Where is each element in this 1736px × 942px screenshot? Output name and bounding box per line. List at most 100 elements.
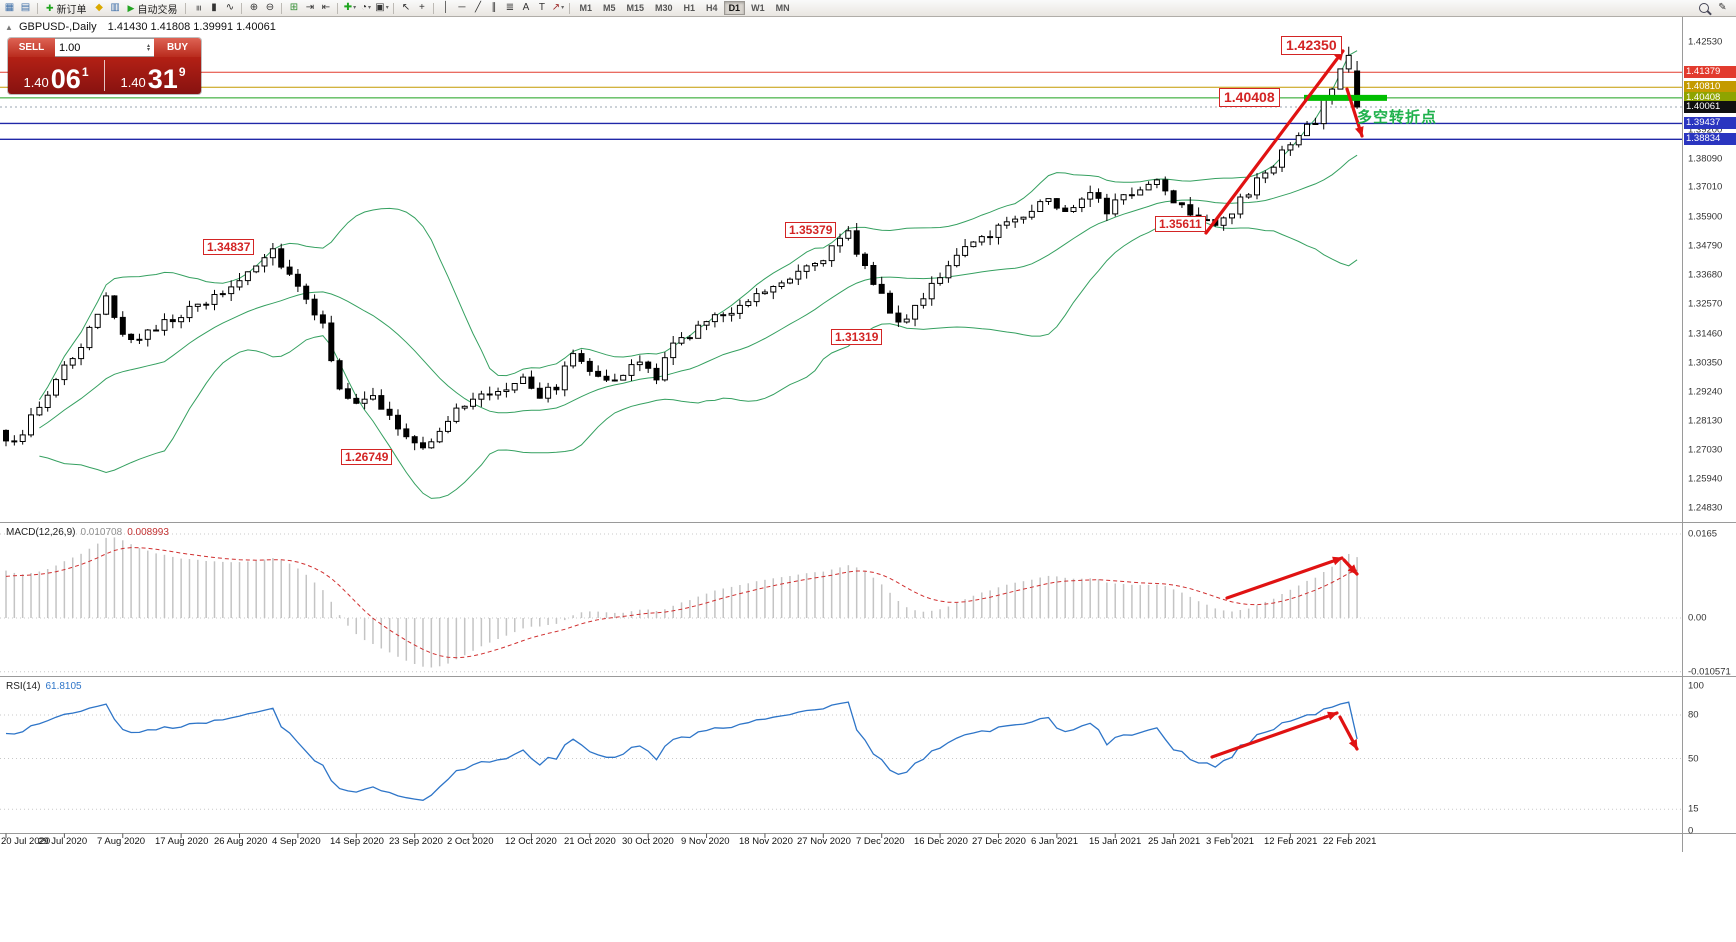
new-order-button-label: 新订单	[56, 4, 87, 16]
candle-body	[636, 361, 643, 366]
sell-button[interactable]: SELL	[8, 38, 55, 57]
candle-body	[403, 428, 410, 438]
arrows-icon[interactable]: ↗ ▾	[551, 2, 565, 13]
price-callout-1.34837[interactable]: 1.34837	[203, 239, 255, 255]
label-icon[interactable]: T	[538, 2, 546, 13]
periods-icon[interactable]: ◔ ▾	[360, 2, 371, 13]
timeframe-m30-button[interactable]: M30	[650, 1, 678, 15]
macd-trend-arrow[interactable]	[1342, 558, 1359, 576]
spin-up-icon[interactable]: ▴	[146, 42, 150, 49]
candle-body	[303, 285, 310, 300]
profiles-icon[interactable]: ▤	[20, 2, 31, 13]
macd-signal-line	[5, 547, 1358, 659]
annotation-note[interactable]: 多空转折点	[1357, 109, 1438, 126]
candle-body	[1028, 210, 1035, 218]
timeframe-m1-button[interactable]: M1	[574, 1, 597, 15]
chart-shift-icon[interactable]: ⇤	[321, 2, 331, 13]
channel-icon[interactable]: ∥	[491, 2, 497, 13]
candle-body	[628, 364, 635, 376]
candle-body	[503, 389, 510, 392]
metaeditor-icon[interactable]: ◆	[95, 2, 103, 13]
candle-body	[945, 265, 952, 279]
candle-body	[578, 353, 585, 362]
candle-body	[11, 440, 18, 443]
bar-chart-icon[interactable]: ≡	[192, 5, 204, 11]
candle-body	[278, 248, 285, 268]
buy-button[interactable]: BUY	[154, 38, 201, 57]
search-icon[interactable]	[1699, 3, 1709, 13]
price-callout-1.40408[interactable]: 1.40408	[1219, 88, 1280, 107]
zoom-in-icon[interactable]: ⊕	[249, 2, 259, 13]
horizontal-line-icon[interactable]: ─	[458, 2, 466, 13]
collapse-triangle-icon[interactable]: ▲	[5, 23, 13, 32]
candle-body	[862, 253, 868, 266]
main-trend-arrow[interactable]	[1204, 49, 1345, 235]
candle-body	[828, 245, 835, 262]
buy-price[interactable]: 1.40 31 9	[120, 64, 186, 94]
chart-ohlc-title: ▲ GBPUSD-,Daily 1.41430 1.41808 1.39991 …	[5, 21, 276, 33]
price-callout-1.42350[interactable]: 1.42350	[1281, 36, 1342, 55]
new-order-button[interactable]: ✚ 新订单	[42, 1, 91, 16]
candle-body	[1254, 177, 1260, 196]
dropdown-arrow-icon: ▾	[385, 5, 389, 11]
price-callout-1.31319[interactable]: 1.31319	[831, 329, 883, 345]
timeframe-m15-button[interactable]: M15	[622, 1, 650, 15]
rsi-trend-arrow[interactable]	[1338, 715, 1359, 751]
line-chart-icon[interactable]: ∿	[225, 2, 235, 13]
autotrading-button[interactable]: ▶ 自动交易	[124, 1, 182, 16]
volume-value[interactable]: 1.00	[59, 41, 81, 54]
candle-body	[1220, 217, 1227, 226]
vertical-line-icon[interactable]: │	[442, 2, 450, 13]
candle-body	[119, 316, 126, 335]
candle-body	[528, 376, 535, 389]
price-divider	[104, 60, 105, 91]
candle-body	[86, 326, 93, 349]
ohlc-values: 1.41430 1.41808 1.39991 1.40061	[107, 21, 276, 33]
macd-trend-arrow[interactable]	[1225, 556, 1344, 600]
trendline-icon[interactable]: ╱	[474, 2, 481, 13]
candle-body	[545, 386, 552, 399]
rsi-line	[5, 701, 1358, 801]
candlestick-chart-icon[interactable]: ▮	[211, 2, 217, 13]
edit-icon[interactable]: ✎	[1718, 2, 1727, 13]
market-watch-icon[interactable]: ▥	[110, 2, 120, 13]
spin-down-icon[interactable]: ▾	[146, 46, 150, 53]
timeframe-w1-button[interactable]: W1	[746, 1, 770, 15]
price-callout-1.35611[interactable]: 1.35611	[1155, 216, 1206, 232]
new-chart-icon[interactable]: ▦	[4, 2, 15, 13]
candle-body	[370, 395, 376, 400]
main-trend-arrow[interactable]	[1345, 87, 1364, 138]
toolbar-separator	[37, 2, 38, 14]
price-callout-1.35379[interactable]: 1.35379	[785, 222, 837, 238]
text-icon[interactable]: A	[522, 2, 530, 13]
price-callout-1.26749[interactable]: 1.26749	[341, 449, 393, 465]
timeframe-h4-button[interactable]: H4	[701, 1, 723, 15]
indicators-icon[interactable]: ✚ ▾	[343, 2, 357, 13]
candle-body	[711, 314, 718, 323]
rsi-trend-arrow[interactable]	[1210, 711, 1339, 759]
volume-input[interactable]: 1.00 ▴ ▾	[55, 38, 154, 57]
candle-body	[620, 374, 627, 381]
volume-spinner[interactable]: ▴ ▾	[146, 42, 150, 53]
timeframe-mn-button[interactable]: MN	[771, 1, 795, 15]
timeframe-m5-button[interactable]: M5	[598, 1, 621, 15]
candle-body	[78, 347, 85, 360]
toolbar-right-group: ✎	[1699, 1, 1734, 15]
templates-icon[interactable]: ▣ ▾	[375, 2, 389, 13]
timeframe-d1-button[interactable]: D1	[723, 1, 746, 15]
tile-windows-icon[interactable]: ⊞	[289, 2, 299, 13]
candle-body	[1178, 202, 1185, 206]
candle-body	[269, 248, 276, 259]
cursor-icon[interactable]: ↖	[401, 2, 411, 13]
crosshair-icon[interactable]: +	[419, 2, 425, 13]
candle-body	[753, 293, 760, 303]
timeframe-h1-button[interactable]: H1	[679, 1, 701, 15]
toolbar-separator	[185, 2, 187, 14]
candle-body	[1304, 123, 1310, 137]
sell-price[interactable]: 1.40 06 1	[23, 64, 89, 94]
candle-body	[1112, 199, 1119, 215]
zoom-out-icon[interactable]: ⊖	[265, 2, 275, 13]
fibonacci-icon[interactable]: ≣	[505, 2, 515, 13]
auto-scroll-icon[interactable]: ⇥	[305, 2, 315, 13]
